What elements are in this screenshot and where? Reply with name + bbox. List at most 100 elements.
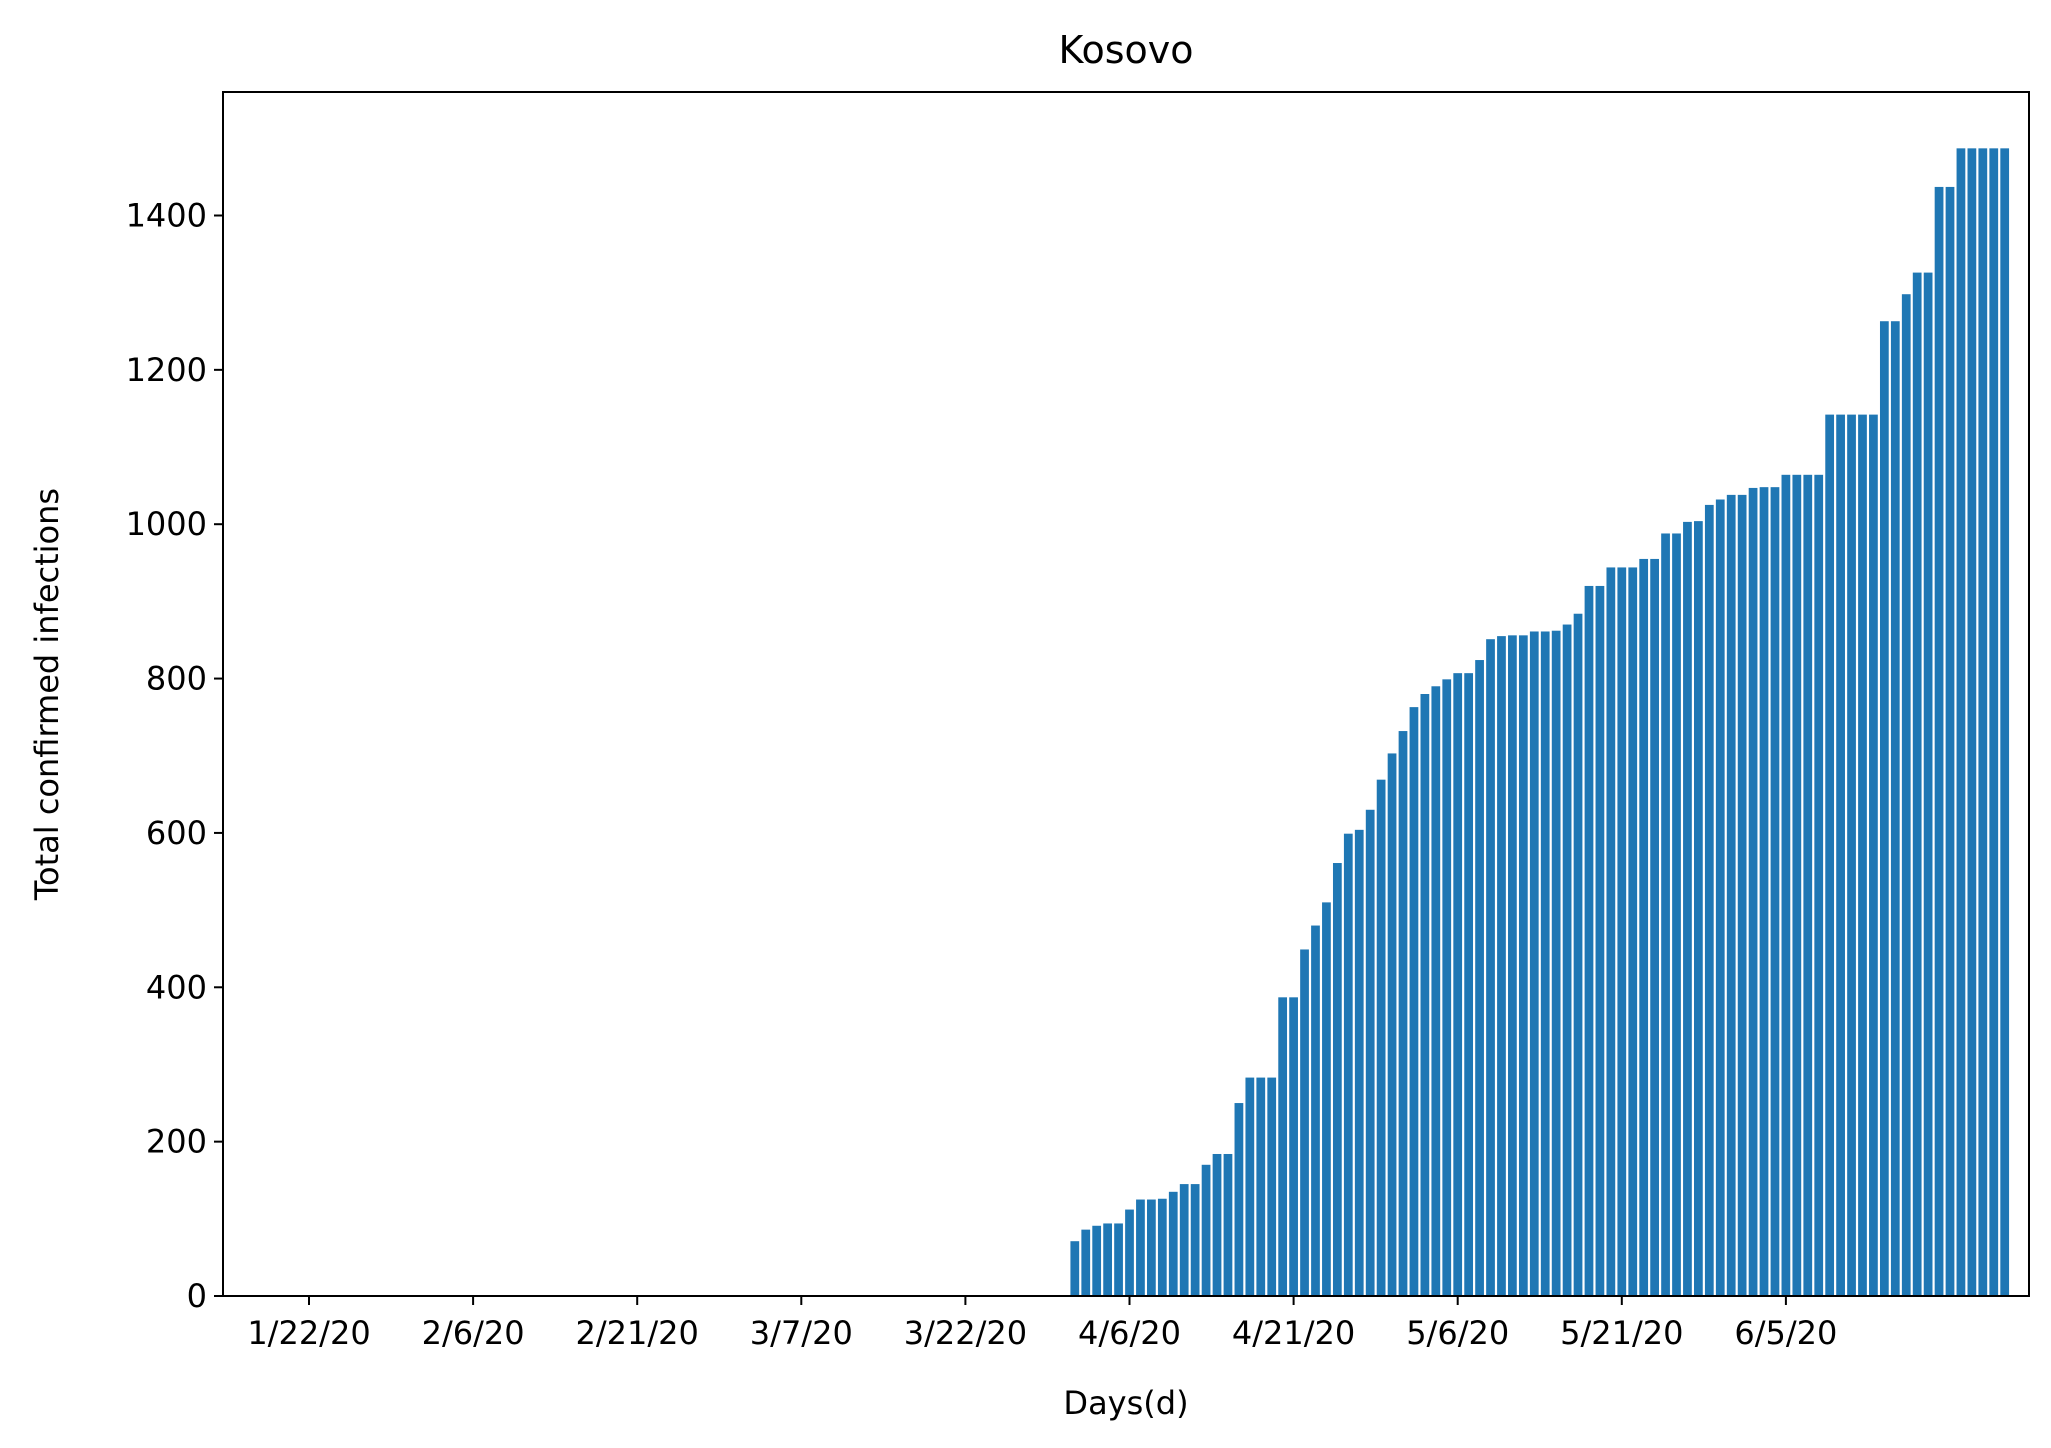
bar — [1847, 414, 1856, 1296]
bar — [1617, 567, 1627, 1296]
bar — [1869, 414, 1878, 1296]
bar — [1781, 474, 1791, 1296]
bar — [1486, 639, 1495, 1296]
bar — [1431, 686, 1441, 1296]
bar — [1256, 1077, 1266, 1296]
bar — [1387, 753, 1397, 1296]
y-tick-label: 1000 — [126, 505, 207, 543]
bar — [1332, 863, 1342, 1296]
bar — [1070, 1241, 1080, 1296]
bar — [1508, 635, 1517, 1296]
bar — [1289, 997, 1298, 1296]
bar — [1814, 474, 1824, 1296]
bar — [1212, 1153, 1222, 1296]
x-tick-label: 5/21/20 — [1560, 1314, 1683, 1352]
y-axis-label: Total confirmed infections — [28, 488, 66, 901]
bar — [1901, 294, 1911, 1297]
bar — [1694, 521, 1703, 1296]
bar — [1453, 673, 1463, 1296]
bar — [1890, 321, 1900, 1297]
bar — [1551, 630, 1561, 1296]
x-tick-label: 2/6/20 — [422, 1314, 525, 1352]
bar — [1661, 533, 1670, 1296]
bar — [1945, 186, 1955, 1297]
bar — [1475, 660, 1484, 1296]
bar — [1683, 521, 1692, 1296]
bar — [1464, 673, 1474, 1296]
bar — [1540, 631, 1550, 1296]
y-axis-ticks: 0 200 400 600 800 1000 1200 1400 — [126, 196, 223, 1315]
bar — [1989, 148, 1999, 1297]
bar — [1672, 533, 1681, 1296]
bar — [1311, 925, 1320, 1296]
bar — [1792, 474, 1802, 1296]
bar — [1223, 1153, 1233, 1296]
bar — [1354, 829, 1364, 1296]
bar — [1267, 1077, 1277, 1296]
bar — [1365, 809, 1375, 1296]
bar — [1201, 1164, 1211, 1296]
bar — [1770, 487, 1780, 1296]
bar — [1190, 1184, 1200, 1296]
bar — [1715, 499, 1725, 1296]
bar — [1497, 636, 1506, 1296]
x-tick-label: 2/21/20 — [576, 1314, 699, 1352]
bar — [1278, 997, 1288, 1296]
bar — [1168, 1191, 1178, 1296]
bar — [1967, 148, 1977, 1297]
bar — [1103, 1223, 1112, 1296]
bar — [1912, 272, 1922, 1297]
y-tick-label: 200 — [146, 1123, 207, 1161]
bar — [1147, 1199, 1156, 1296]
bar — [1573, 613, 1583, 1296]
x-tick-label: 3/22/20 — [904, 1314, 1027, 1352]
x-tick-label: 4/6/20 — [1078, 1314, 1181, 1352]
bar — [1606, 567, 1616, 1296]
bar — [1518, 635, 1528, 1296]
bar — [1595, 585, 1605, 1296]
bar — [1081, 1229, 1091, 1296]
bar — [1322, 902, 1331, 1296]
bar — [1858, 414, 1867, 1296]
x-tick-label: 6/5/20 — [1734, 1314, 1837, 1352]
x-axis-ticks: 1/22/20 2/6/20 2/21/20 3/7/20 3/22/20 4/6/20 4… — [247, 1296, 1837, 1352]
bar — [1157, 1198, 1167, 1296]
y-tick-label: 800 — [146, 660, 207, 698]
bar — [1923, 272, 1933, 1297]
chart-title: Kosovo — [1058, 28, 1193, 72]
y-tick-label: 400 — [146, 968, 207, 1006]
bar — [1956, 148, 1966, 1297]
bar — [1825, 414, 1835, 1296]
bar — [1245, 1077, 1255, 1296]
bar — [1704, 504, 1714, 1296]
bar — [1136, 1199, 1145, 1296]
bar — [1179, 1184, 1189, 1296]
bar — [1836, 414, 1845, 1296]
bar — [1934, 186, 1944, 1297]
bar — [1584, 585, 1594, 1296]
bar — [1420, 694, 1430, 1296]
bar — [1639, 558, 1649, 1296]
bar — [1398, 731, 1408, 1296]
bar — [1726, 494, 1736, 1296]
bar — [1748, 487, 1758, 1296]
x-tick-label: 5/6/20 — [1406, 1314, 1509, 1352]
bar — [1529, 631, 1539, 1296]
bar — [1376, 779, 1386, 1296]
bar — [1234, 1103, 1244, 1296]
bar — [1442, 679, 1452, 1296]
x-tick-label: 3/7/20 — [750, 1314, 853, 1352]
y-tick-label: 600 — [146, 814, 207, 852]
bar — [1759, 487, 1769, 1296]
bar — [1978, 148, 1988, 1297]
x-tick-label: 1/22/20 — [247, 1314, 370, 1352]
bar — [2000, 148, 2010, 1297]
bar — [1092, 1225, 1102, 1296]
y-tick-label: 1200 — [126, 351, 207, 389]
bar — [1628, 567, 1638, 1296]
x-axis-label: Days(d) — [1063, 1384, 1188, 1422]
plot-frame — [222, 91, 2030, 1297]
bar — [1737, 494, 1747, 1296]
x-tick-label: 4/21/20 — [1232, 1314, 1355, 1352]
